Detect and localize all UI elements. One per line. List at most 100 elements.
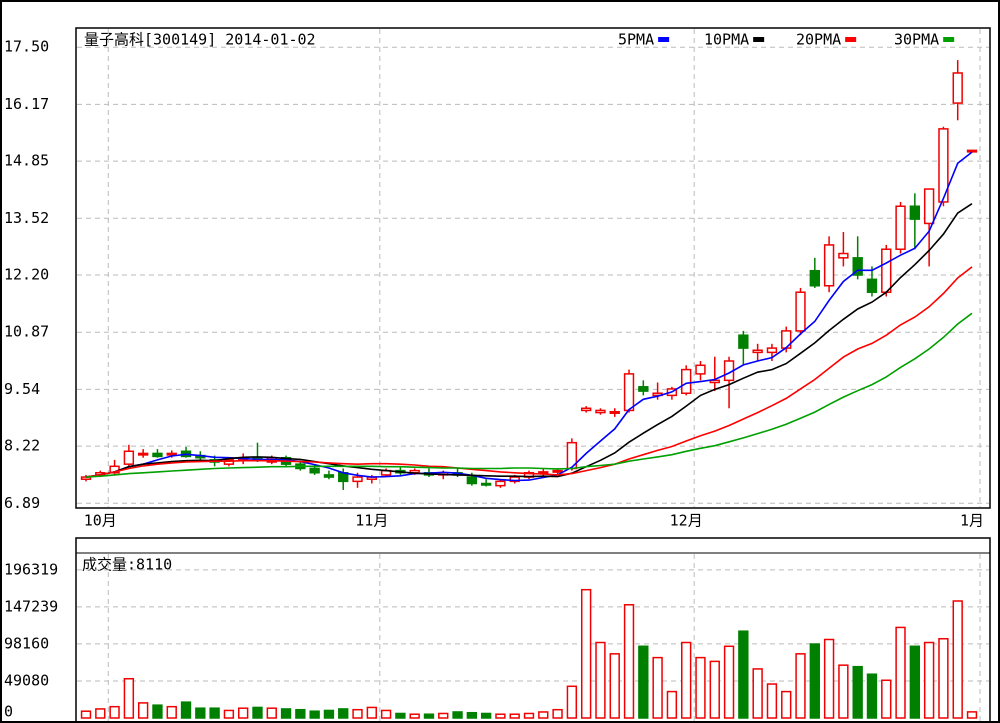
candle-body	[823, 244, 835, 287]
candle-body	[552, 469, 563, 473]
volume-bar	[638, 645, 649, 719]
x-tick-label: 1月	[960, 512, 984, 530]
x-tick-label: 11月	[355, 512, 388, 530]
volume-bar	[166, 705, 177, 719]
volume-bar	[852, 665, 863, 719]
volume-bar	[938, 637, 949, 719]
candle-body	[466, 476, 478, 485]
volume-bar	[566, 685, 578, 719]
volume-label: 成交量:8110	[82, 556, 172, 574]
volume-bar	[952, 600, 963, 719]
candle-body	[509, 476, 520, 483]
volume-bar	[681, 641, 692, 719]
volume-tick-label: 49080	[4, 671, 49, 689]
volume-bar	[409, 713, 420, 719]
volume-bar	[423, 713, 435, 719]
volume-bar	[595, 641, 606, 719]
volume-bar	[609, 653, 620, 719]
volume-bar	[881, 679, 892, 719]
volume-bar	[838, 664, 849, 719]
volume-bar	[580, 588, 592, 719]
candle-body	[738, 334, 749, 349]
volume-bar	[809, 643, 820, 719]
ma-line	[85, 203, 973, 478]
candle-body	[909, 205, 921, 220]
volume-bar	[295, 708, 306, 719]
volume-bar	[552, 708, 563, 719]
volume-bar	[752, 668, 763, 719]
volume-panel	[75, 537, 991, 723]
volume-bar	[223, 709, 235, 719]
y-tick-label: 17.50	[4, 38, 49, 56]
volume-bar	[723, 645, 735, 719]
candle-body	[623, 373, 635, 412]
volume-bar	[909, 645, 921, 719]
candle-body	[923, 188, 935, 225]
volume-bar	[466, 711, 478, 719]
volume-bar	[766, 683, 778, 719]
ma-line	[85, 266, 973, 478]
y-tick-label: 16.17	[4, 95, 49, 113]
candle-body	[695, 364, 706, 375]
volume-bar	[966, 711, 978, 719]
volume-bar	[523, 712, 535, 719]
volume-bar	[352, 708, 363, 719]
volume-bar	[823, 638, 835, 719]
volume-bar	[652, 656, 663, 719]
candle-body	[881, 248, 892, 293]
candle-body	[595, 409, 606, 414]
volume-bar	[109, 705, 120, 719]
volume-tick-label: 196319	[4, 560, 58, 578]
candle-body	[852, 257, 863, 276]
volume-tick-label: 147239	[4, 597, 58, 615]
volume-bar	[209, 707, 220, 719]
y-tick-label: 6.89	[4, 494, 40, 512]
candle-body	[480, 482, 492, 486]
candle-body	[309, 467, 320, 474]
volume-bar	[238, 707, 249, 719]
candle-body	[352, 476, 363, 483]
candle-body	[895, 205, 906, 250]
candle-body	[752, 349, 763, 354]
volume-bar	[280, 708, 292, 719]
volume-bar	[137, 702, 149, 719]
volume-bar	[152, 704, 163, 719]
price-panel	[75, 27, 991, 509]
y-tick-label: 10.87	[4, 323, 49, 341]
volume-bar	[795, 653, 806, 719]
volume-bar	[438, 712, 449, 719]
volume-bar	[380, 709, 392, 719]
candle-body	[809, 269, 820, 287]
volume-bar	[495, 713, 506, 719]
volume-bar	[781, 690, 792, 719]
y-tick-label: 9.54	[4, 380, 40, 398]
volume-bar	[666, 690, 678, 719]
volume-bar	[338, 708, 349, 719]
volume-bar	[123, 678, 135, 719]
legend-label: 5PMA	[618, 31, 654, 49]
y-tick-label: 14.85	[4, 152, 49, 170]
volume-bar	[195, 707, 206, 719]
legend-swatch	[753, 37, 765, 42]
legend-label: 10PMA	[704, 31, 749, 49]
candle-body	[709, 379, 720, 384]
candle-body	[123, 450, 135, 465]
volume-bar	[309, 710, 320, 719]
legend-label: 30PMA	[894, 31, 939, 49]
candle-body	[638, 386, 649, 392]
chart-title: 量子高科[300149] 2014-01-02	[84, 31, 316, 49]
volume-bar	[452, 711, 463, 719]
volume-bar	[709, 660, 720, 719]
volume-bar	[395, 712, 406, 719]
volume-bar	[695, 656, 706, 719]
x-tick-label: 10月	[84, 512, 117, 530]
candle-body	[137, 452, 149, 456]
volume-bar	[509, 713, 520, 719]
candle-body	[966, 149, 978, 153]
y-tick-label: 13.52	[4, 209, 49, 227]
candle-body	[866, 278, 878, 293]
candle-body	[938, 128, 949, 203]
candle-body	[495, 480, 506, 487]
volume-bar	[366, 706, 377, 719]
volume-bar	[866, 673, 878, 719]
